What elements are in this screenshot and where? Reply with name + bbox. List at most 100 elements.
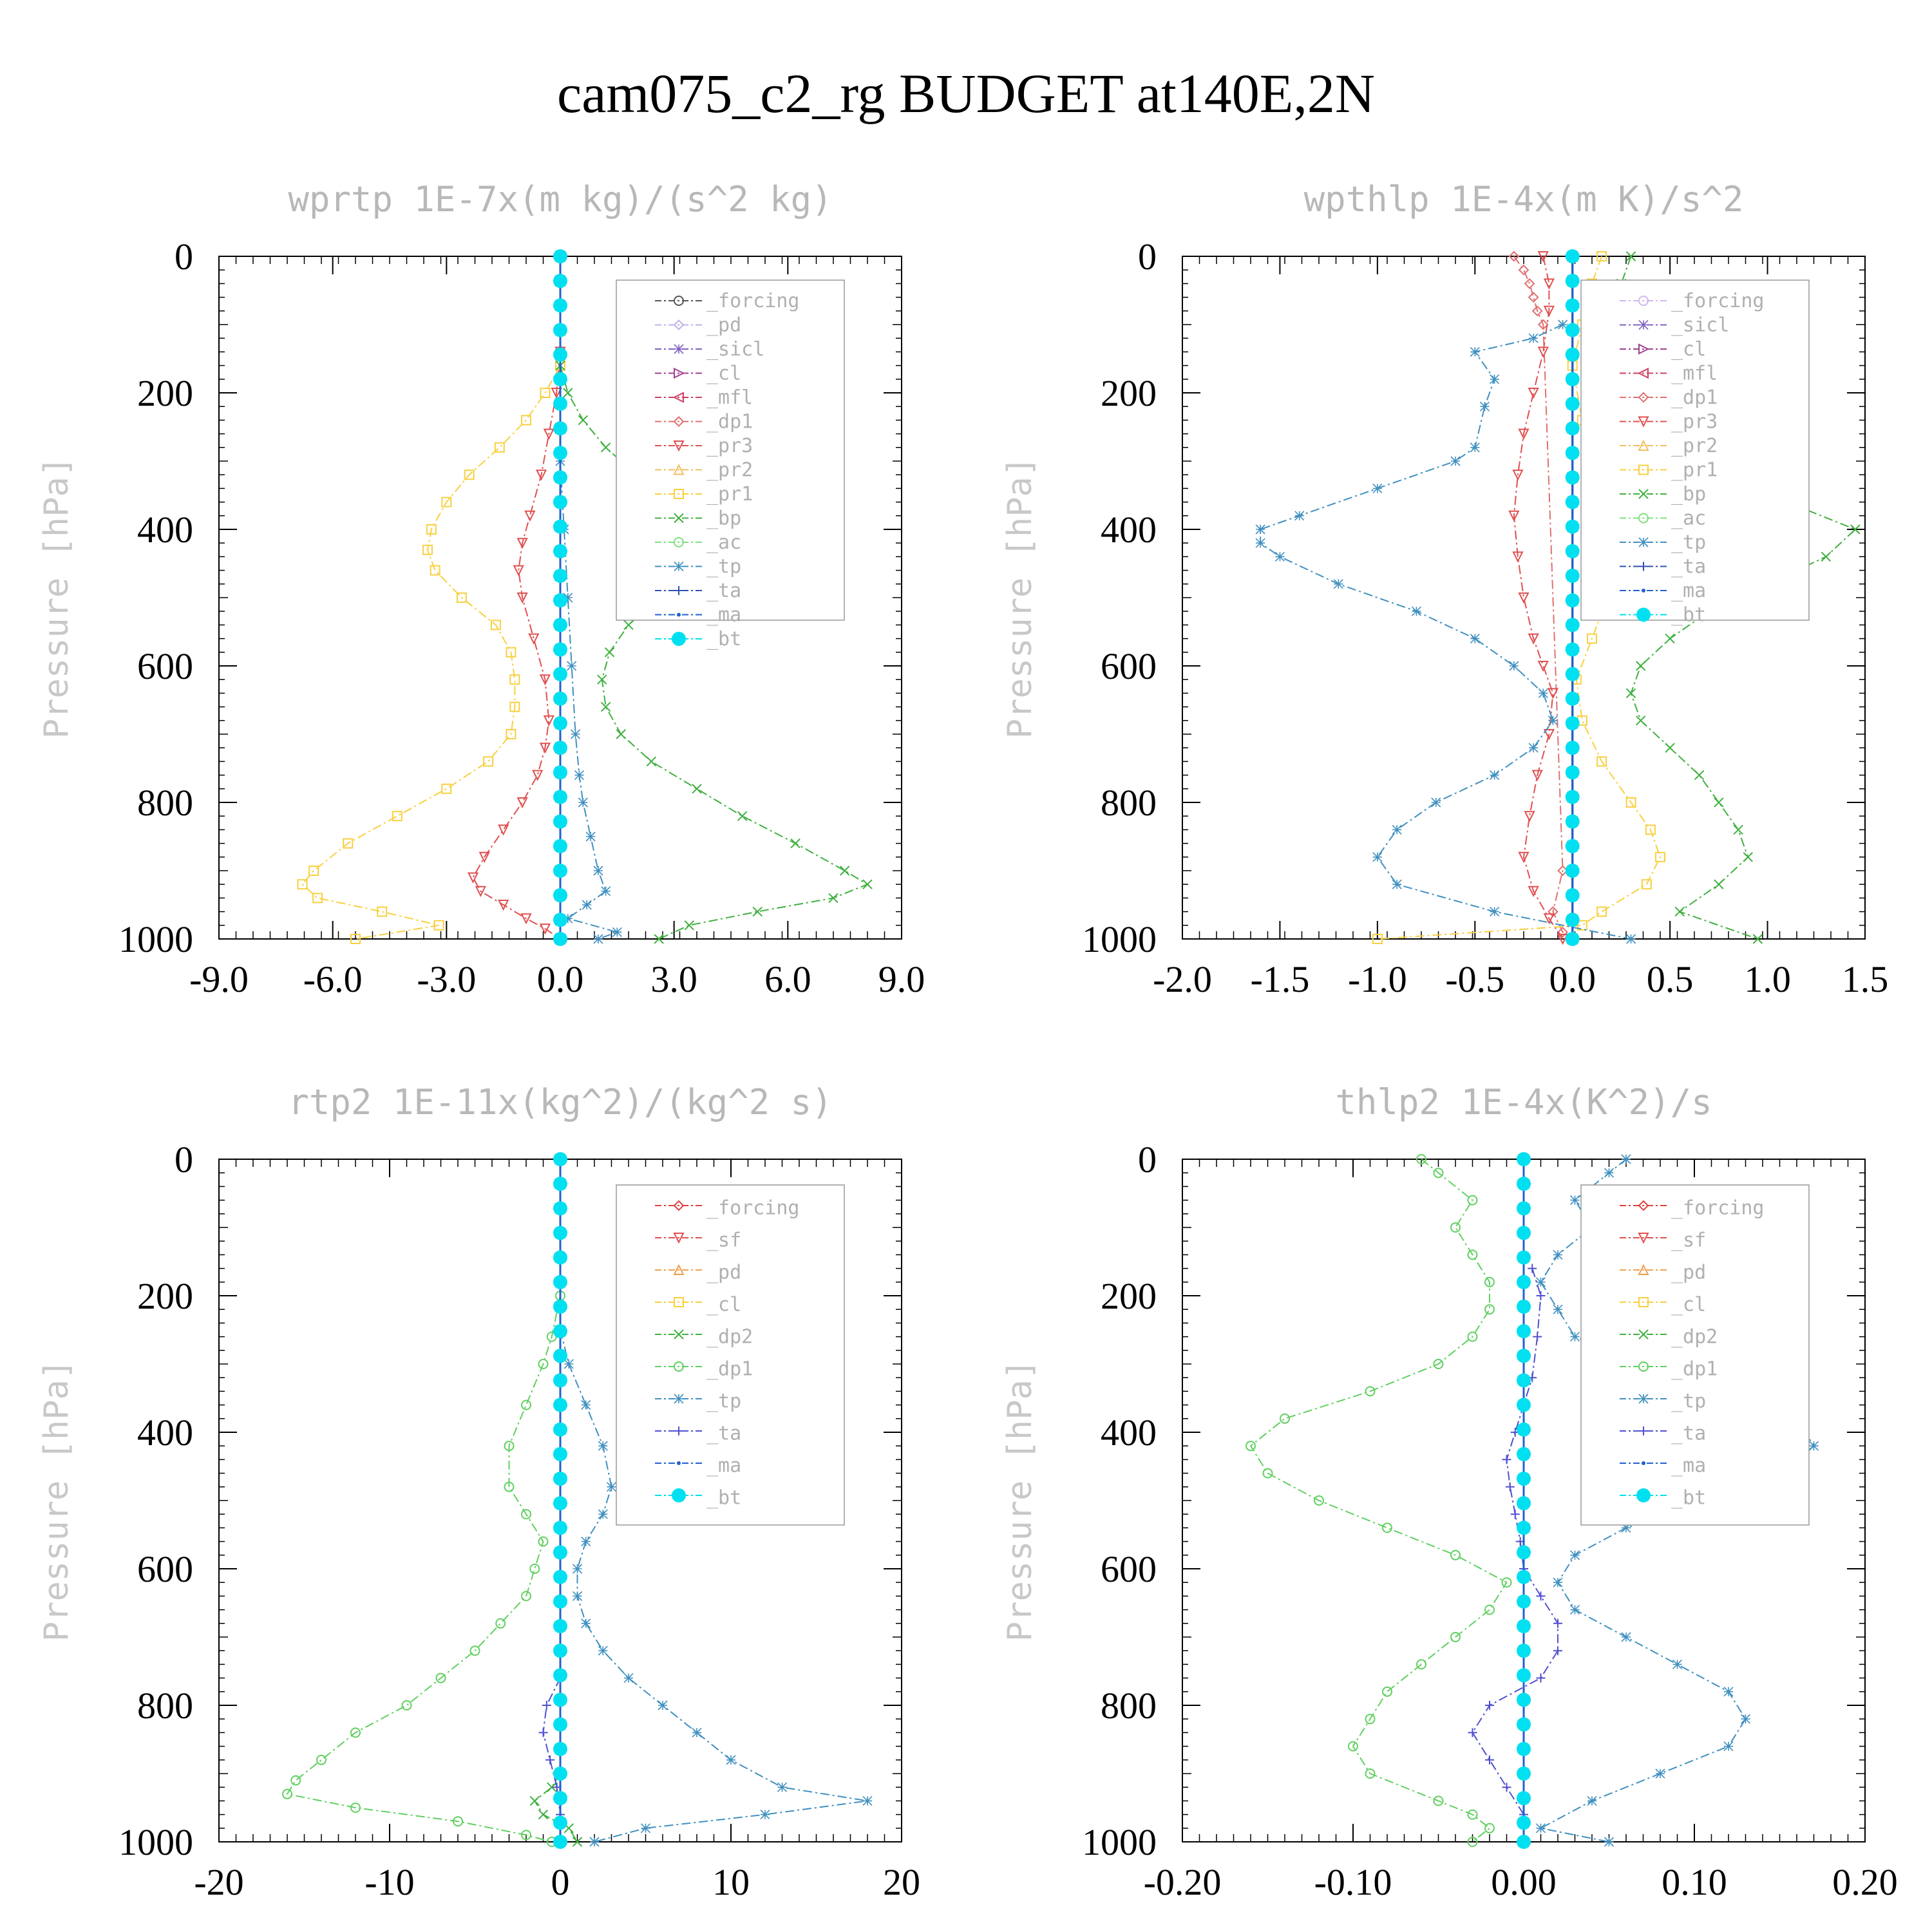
series-bt bbox=[1517, 1152, 1531, 1849]
data-point bbox=[553, 372, 567, 386]
data-point bbox=[1557, 934, 1569, 945]
data-point bbox=[654, 934, 664, 944]
data-point bbox=[1411, 606, 1421, 616]
data-point bbox=[1490, 374, 1500, 384]
data-point bbox=[1565, 446, 1580, 460]
data-point bbox=[1672, 1659, 1683, 1669]
data-point bbox=[1536, 1591, 1546, 1601]
x-tick-label: -10 bbox=[365, 1861, 414, 1903]
data-point bbox=[752, 906, 762, 917]
data-point bbox=[570, 729, 581, 739]
series-dp1 bbox=[282, 1291, 565, 1847]
data-point bbox=[1537, 319, 1549, 330]
x-tick-label: -0.5 bbox=[1445, 958, 1504, 1000]
data-point bbox=[1382, 1522, 1392, 1533]
legend-label: _ma bbox=[1671, 1454, 1706, 1477]
series-pr3 bbox=[1508, 251, 1569, 945]
data-point bbox=[1569, 1605, 1580, 1615]
data-point bbox=[1490, 770, 1500, 781]
data-point bbox=[1537, 346, 1549, 358]
data-point bbox=[1596, 906, 1607, 917]
legend-label: _pr1 bbox=[1671, 459, 1718, 481]
data-point bbox=[540, 388, 551, 398]
series-bt bbox=[553, 249, 567, 946]
data-point bbox=[646, 756, 657, 767]
legend-label: _ac bbox=[1671, 507, 1706, 529]
data-point bbox=[553, 1520, 567, 1535]
data-point bbox=[1517, 1373, 1531, 1388]
data-point bbox=[1502, 1783, 1511, 1792]
legend-marker bbox=[1642, 589, 1645, 592]
data-point bbox=[563, 592, 573, 603]
data-point bbox=[1641, 879, 1652, 890]
legend-label: _tp bbox=[706, 1390, 741, 1412]
legend-box bbox=[1580, 1184, 1810, 1526]
data-point bbox=[589, 1837, 600, 1847]
panel-title: thlp2 1E-4x(K^2)/s bbox=[1335, 1082, 1712, 1122]
series-ta bbox=[1468, 1264, 1562, 1819]
data-point bbox=[553, 396, 567, 411]
data-point bbox=[509, 701, 520, 712]
legend-marker bbox=[674, 513, 684, 524]
legend-marker bbox=[672, 632, 686, 646]
legend-label: _sicl bbox=[706, 338, 764, 361]
x-tick-label: 0.00 bbox=[1491, 1861, 1557, 1903]
data-point bbox=[553, 1349, 567, 1363]
data-point bbox=[1565, 618, 1580, 632]
data-point bbox=[1365, 1714, 1376, 1725]
data-point bbox=[282, 1788, 292, 1799]
data-point bbox=[553, 1324, 567, 1339]
data-point bbox=[1470, 634, 1480, 644]
data-point bbox=[1490, 907, 1500, 917]
legend-label: _bt bbox=[706, 1486, 741, 1509]
legend: _forcing _sf _pd _cl _dp2 _dp1 _tp _ta _ma _bt bbox=[616, 1184, 845, 1526]
data-point bbox=[467, 872, 479, 884]
data-point bbox=[578, 797, 588, 808]
series-dp1 bbox=[1245, 1154, 1512, 1847]
legend-marker bbox=[1636, 1488, 1651, 1502]
legend-box bbox=[1580, 279, 1810, 621]
data-point bbox=[553, 1299, 567, 1314]
legend-marker bbox=[1638, 1329, 1649, 1340]
data-point bbox=[1528, 743, 1539, 753]
series-line bbox=[1620, 256, 1857, 940]
legend-label: _ma bbox=[1671, 580, 1706, 602]
data-point bbox=[553, 1422, 567, 1437]
data-point bbox=[1517, 1177, 1531, 1191]
legend-label: _bt bbox=[1671, 603, 1706, 626]
data-point bbox=[553, 1274, 567, 1289]
data-point bbox=[553, 446, 567, 460]
panel-1: wprtp 1E-7x(m kg)/(s^2 kg) Pressure [hPa]… bbox=[37, 179, 925, 1000]
data-point bbox=[553, 593, 567, 608]
data-point bbox=[1512, 469, 1524, 481]
data-point bbox=[1535, 1823, 1546, 1833]
y-tick-label: 800 bbox=[1101, 1685, 1157, 1727]
data-point bbox=[316, 1754, 327, 1765]
data-point bbox=[1467, 1249, 1478, 1260]
data-point bbox=[1625, 251, 1636, 261]
legend-label: _pd bbox=[1671, 1261, 1706, 1283]
legend-marker bbox=[674, 586, 683, 595]
legend-label: _bt bbox=[706, 628, 741, 650]
data-point bbox=[1547, 688, 1559, 699]
legend-marker bbox=[1636, 607, 1651, 622]
data-point bbox=[1365, 1386, 1376, 1397]
data-point bbox=[574, 770, 585, 781]
data-point bbox=[553, 249, 567, 263]
data-point bbox=[1565, 913, 1580, 927]
data-point bbox=[553, 1569, 567, 1584]
data-point bbox=[1565, 691, 1580, 706]
data-point bbox=[1450, 1549, 1461, 1560]
series-line bbox=[1539, 1159, 1815, 1842]
legend-marker bbox=[674, 1394, 684, 1404]
legend-label: _pr3 bbox=[1671, 410, 1718, 433]
data-point bbox=[516, 538, 528, 549]
data-point bbox=[553, 691, 567, 706]
data-point bbox=[1528, 886, 1539, 898]
data-point bbox=[435, 1672, 446, 1683]
data-point bbox=[1517, 1741, 1531, 1756]
data-point bbox=[1565, 347, 1580, 362]
data-point bbox=[521, 1509, 531, 1520]
legend-marker bbox=[677, 612, 681, 617]
data-point bbox=[1569, 1195, 1580, 1206]
